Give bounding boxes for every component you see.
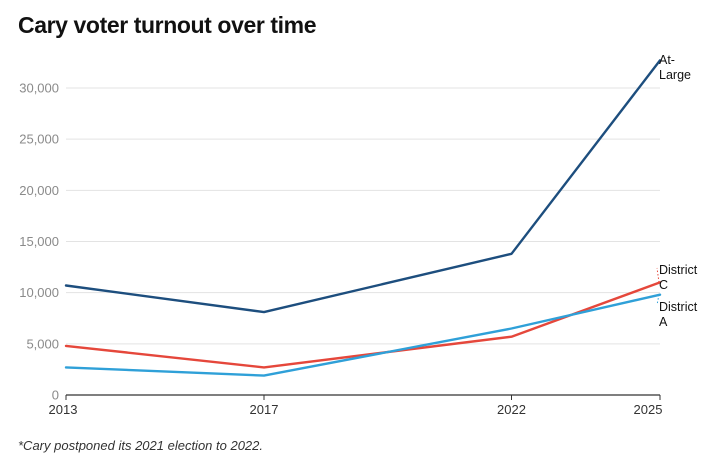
label-connector-district-c: [656, 267, 660, 283]
series-label-line: At-: [659, 53, 675, 67]
series-label-district-a: District A: [659, 300, 698, 329]
x-axis-tick-labels: 2013 2017 2022 2025: [49, 402, 663, 417]
y-tick-label-30000: 30,000: [19, 81, 59, 96]
x-tick-label-2017: 2017: [250, 402, 279, 417]
gridlines: [66, 87, 660, 345]
series-label-line: C: [659, 278, 668, 292]
y-tick-label-0: 0: [52, 388, 59, 403]
chart-title: Cary voter turnout over time: [18, 12, 317, 38]
series-label-line: District: [659, 263, 698, 277]
footnote: *Cary postponed its 2021 election to 202…: [18, 438, 264, 453]
series-line-district-a: [64, 293, 662, 377]
y-tick-label-15000: 15,000: [19, 234, 59, 249]
series-line-district-c: [64, 281, 662, 369]
x-tick-label-2025: 2025: [634, 402, 663, 417]
series-label-line: Large: [659, 68, 691, 82]
x-tick-label-2022: 2022: [497, 402, 526, 417]
series-label-line: A: [659, 315, 668, 329]
series-line-at-large: [64, 59, 662, 314]
series-label-at-large: At-Large: [659, 53, 691, 82]
y-tick-label-10000: 10,000: [19, 285, 59, 300]
y-axis-tick-labels: 0 5,000 10,000 15,000 20,000 25,000 30,000: [19, 81, 59, 403]
x-axis-ticks: [65, 395, 661, 400]
series-label-line: District: [659, 300, 698, 314]
y-tick-label-25000: 25,000: [19, 132, 59, 147]
series-lines: [64, 59, 662, 377]
label-connectors: [656, 267, 660, 306]
y-tick-label-20000: 20,000: [19, 183, 59, 198]
y-tick-label-5000: 5,000: [26, 336, 59, 351]
series-label-district-c: District C: [659, 263, 698, 292]
x-tick-label-2013: 2013: [49, 402, 78, 417]
